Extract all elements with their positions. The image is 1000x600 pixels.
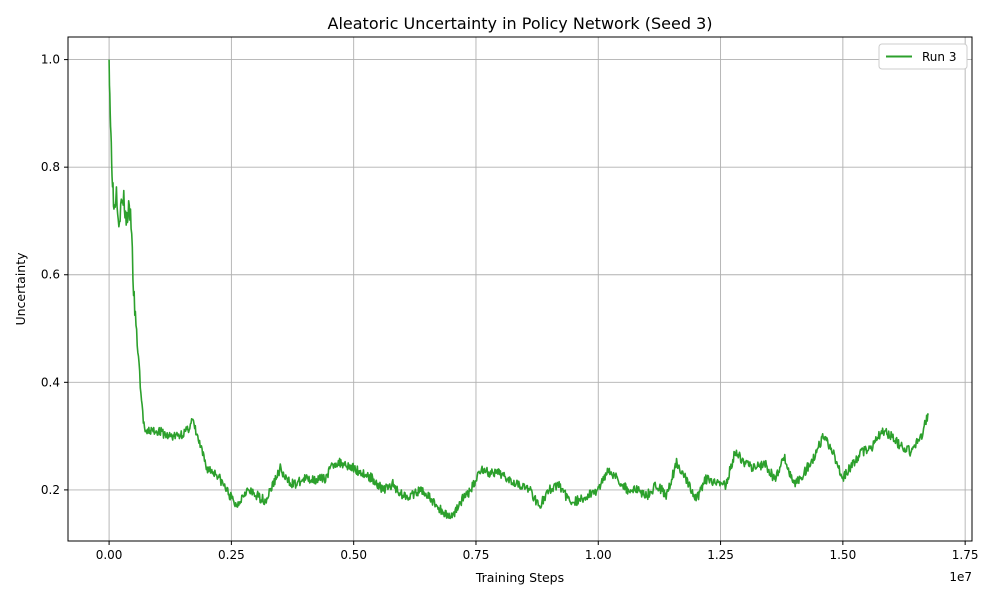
- y-tick-label: 1.0: [41, 53, 60, 67]
- plot-frame: [67, 36, 973, 542]
- chart-title: Aleatoric Uncertainty in Policy Network …: [328, 14, 713, 33]
- legend-label-run-3: Run 3: [922, 50, 956, 64]
- y-tick-label: 0.6: [41, 268, 60, 282]
- x-tick-label: 0.50: [340, 548, 367, 562]
- grid: [68, 37, 972, 541]
- x-tick-label: 0.75: [463, 548, 490, 562]
- legend: Run 3: [878, 43, 968, 70]
- y-tick-label: 0.2: [41, 483, 60, 497]
- x-tick-label: 1.25: [707, 548, 734, 562]
- x-tick-label: 0.25: [218, 548, 245, 562]
- x-offset-label: 1e7: [949, 570, 972, 584]
- x-tick-label: 1.75: [952, 548, 979, 562]
- y-tick-label: 0.8: [41, 160, 60, 174]
- y-axis-label: Uncertainty: [13, 252, 28, 326]
- series-line-run-3: [108, 59, 930, 520]
- y-tick-label: 0.4: [41, 375, 60, 389]
- x-tick-label: 1.00: [585, 548, 612, 562]
- x-tick-label: 1.50: [829, 548, 856, 562]
- legend-box: [878, 43, 968, 70]
- x-tick-label: 0.00: [96, 548, 123, 562]
- series-layer: [108, 59, 930, 520]
- x-axis-label: Training Steps: [475, 570, 564, 585]
- y-axis: 0.2 0.4 0.6 0.8 1.0: [41, 53, 68, 497]
- x-axis: 0.00 0.25 0.50 0.75 1.00 1.25 1.50 1.75: [96, 541, 979, 562]
